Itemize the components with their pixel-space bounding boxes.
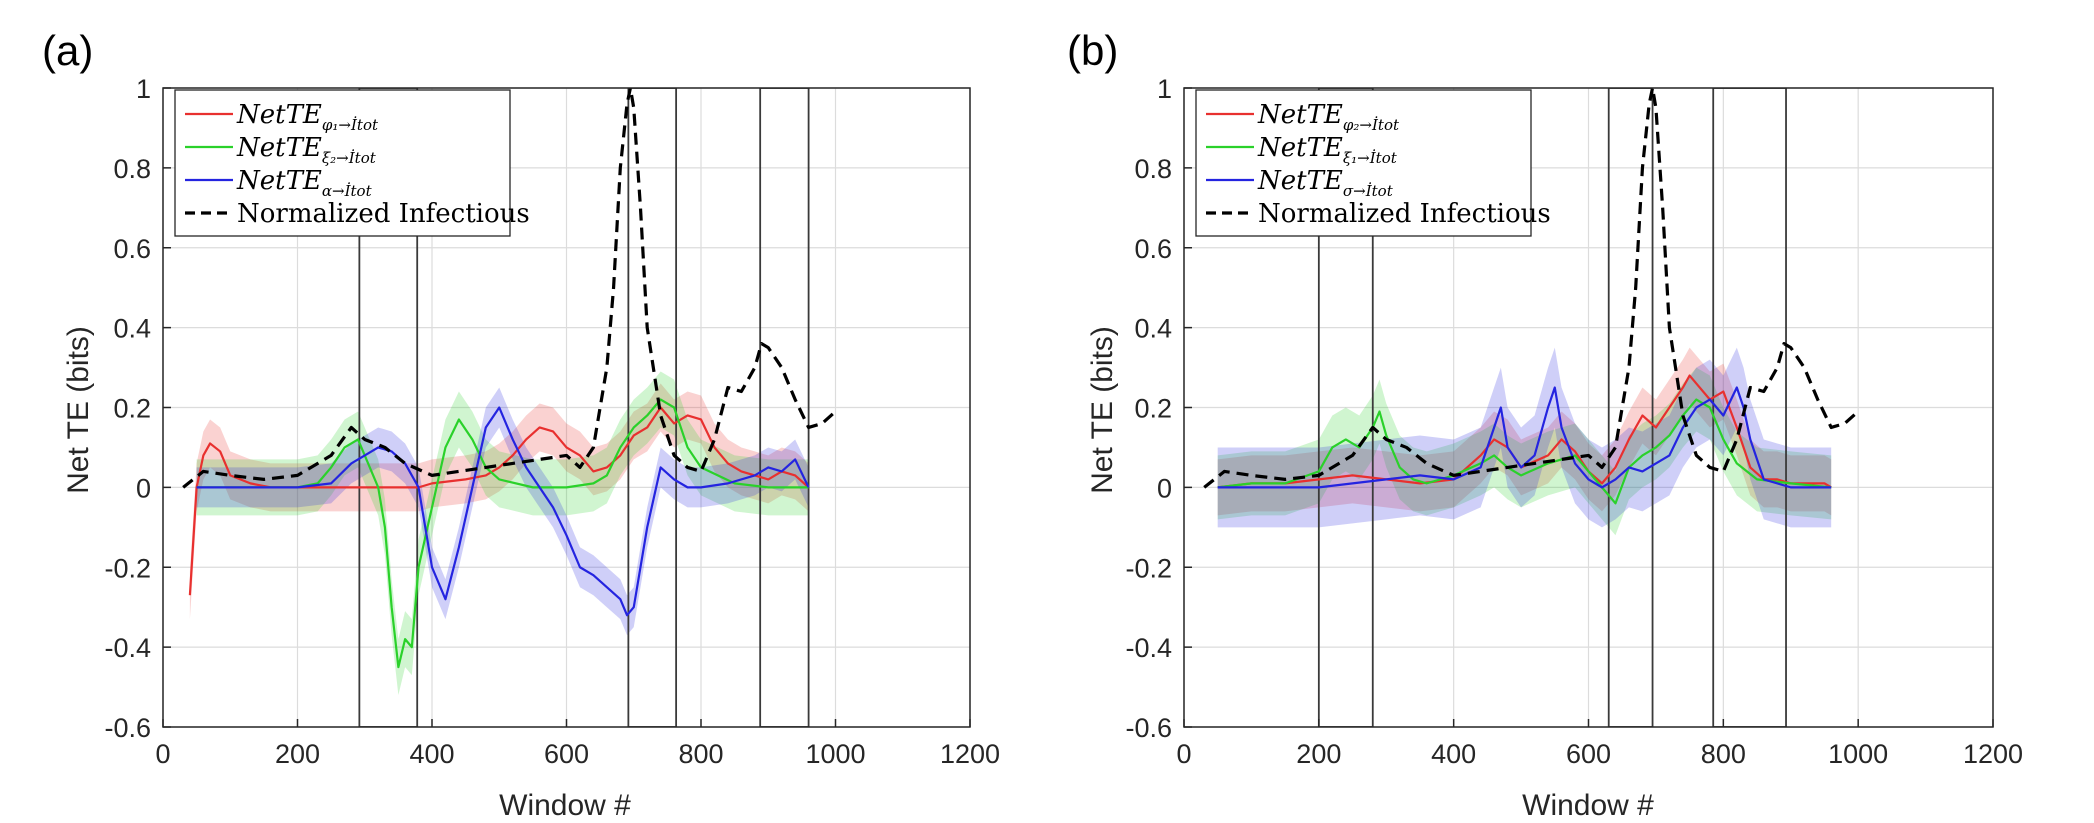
series-line: [1217, 386, 1832, 489]
y-tick-label: 1: [1157, 74, 1172, 104]
x-tick-label: 400: [409, 739, 454, 769]
x-axis-title: Window #: [1522, 789, 1654, 822]
y-tick-label: 0.4: [1134, 314, 1172, 344]
panel-label: (b): [1067, 27, 1118, 74]
x-tick-label: 400: [1431, 739, 1476, 769]
plot-area: 0 200 400 600 800 1000 1200 -0.6 -0.4 -0.2 0 0.2 0.4…: [1125, 74, 2023, 769]
panel-label: (a): [42, 27, 93, 74]
x-tick-label: 0: [1176, 739, 1191, 769]
series-line: [1203, 88, 1860, 489]
y-tick-label: 0: [1157, 473, 1172, 503]
x-tick-label: 0: [155, 739, 170, 769]
legend-entry: Normalized Infectious: [1258, 199, 1551, 229]
y-tick-label: 0.2: [1134, 394, 1172, 424]
legend-entry: NetTEφ₂→İtot: [1257, 100, 1400, 134]
y-axis-title: Net TE (bits): [1086, 326, 1119, 494]
series-line: [182, 88, 837, 489]
series-band: [189, 383, 809, 620]
y-tick-label: 0.8: [113, 154, 151, 184]
y-tick-label: -0.6: [1125, 713, 1172, 743]
legend-entry: NetTEξ₁→İtot: [1257, 133, 1398, 167]
data-layer: [182, 88, 837, 727]
y-axis-title: Net TE (bits): [62, 326, 95, 494]
series-line: [196, 406, 810, 617]
series-line: [196, 398, 809, 669]
x-tick-label: 1000: [805, 739, 865, 769]
y-tick-label: -0.2: [104, 553, 151, 583]
x-tick-label: 800: [678, 739, 723, 769]
plot-area: 0 200 400 600 800 1000 1200 -0.6 -0.4 -0.2 0 0.2 0.4…: [104, 74, 1000, 769]
y-tick-label: -0.2: [1125, 553, 1172, 583]
series-band: [1217, 367, 1832, 536]
legend-entry: NetTEσ→İtot: [1257, 166, 1394, 200]
y-tick-label: 0.2: [113, 394, 151, 424]
y-tick-label: -0.4: [1125, 633, 1172, 663]
x-tick-label: 200: [275, 739, 320, 769]
highlight-window: [358, 88, 419, 727]
y-tick-label: 0: [136, 473, 151, 503]
series-band: [196, 371, 809, 696]
series-line: [1217, 398, 1832, 505]
highlight-window: [627, 88, 678, 727]
legend-entry: NetTEα→İtot: [236, 166, 373, 200]
data-layer: [1203, 88, 1860, 727]
x-tick-label: 1000: [1828, 739, 1888, 769]
y-tick-label: 0.6: [113, 234, 151, 264]
x-tick-label: 800: [1701, 739, 1746, 769]
y-tick-label: 0.4: [113, 314, 151, 344]
x-tick-label: 600: [544, 739, 589, 769]
panel-b: (b) Net TE (bits) Window # 0 200 400 600 800…: [1067, 27, 2023, 822]
x-tick-label: 1200: [1963, 739, 2023, 769]
x-tick-label: 200: [1296, 739, 1341, 769]
highlight-window: [1712, 88, 1787, 727]
y-tick-label: 1: [136, 74, 151, 104]
panel-a: (a) Net TE (bits) Window # 0 200 400 600 800…: [42, 27, 1000, 822]
y-tick-label: 0.8: [1134, 154, 1172, 184]
highlight-window: [1607, 88, 1654, 727]
legend-entry: NetTEξ₂→İtot: [236, 133, 377, 167]
legend-entry: Normalized Infectious: [237, 199, 530, 229]
y-tick-label: -0.6: [104, 713, 151, 743]
series-band: [1217, 347, 1832, 528]
series-line: [1217, 374, 1832, 489]
series-band: [196, 387, 809, 636]
x-axis-title: Window #: [499, 789, 631, 822]
legend: NetTEφ₂→İtotNetTEξ₁→İtotNetTEσ→İtotNorma…: [1195, 89, 1551, 237]
legend: NetTEφ₁→İtotNetTEξ₂→İtotNetTEα→İtotNorma…: [174, 89, 530, 237]
legend-entry: NetTEφ₁→İtot: [236, 100, 379, 134]
x-tick-label: 600: [1566, 739, 1611, 769]
highlight-window: [1317, 88, 1374, 727]
y-tick-label: -0.4: [104, 633, 151, 663]
x-tick-label: 1200: [940, 739, 1000, 769]
y-tick-label: 0.6: [1134, 234, 1172, 264]
highlight-window: [759, 88, 810, 727]
